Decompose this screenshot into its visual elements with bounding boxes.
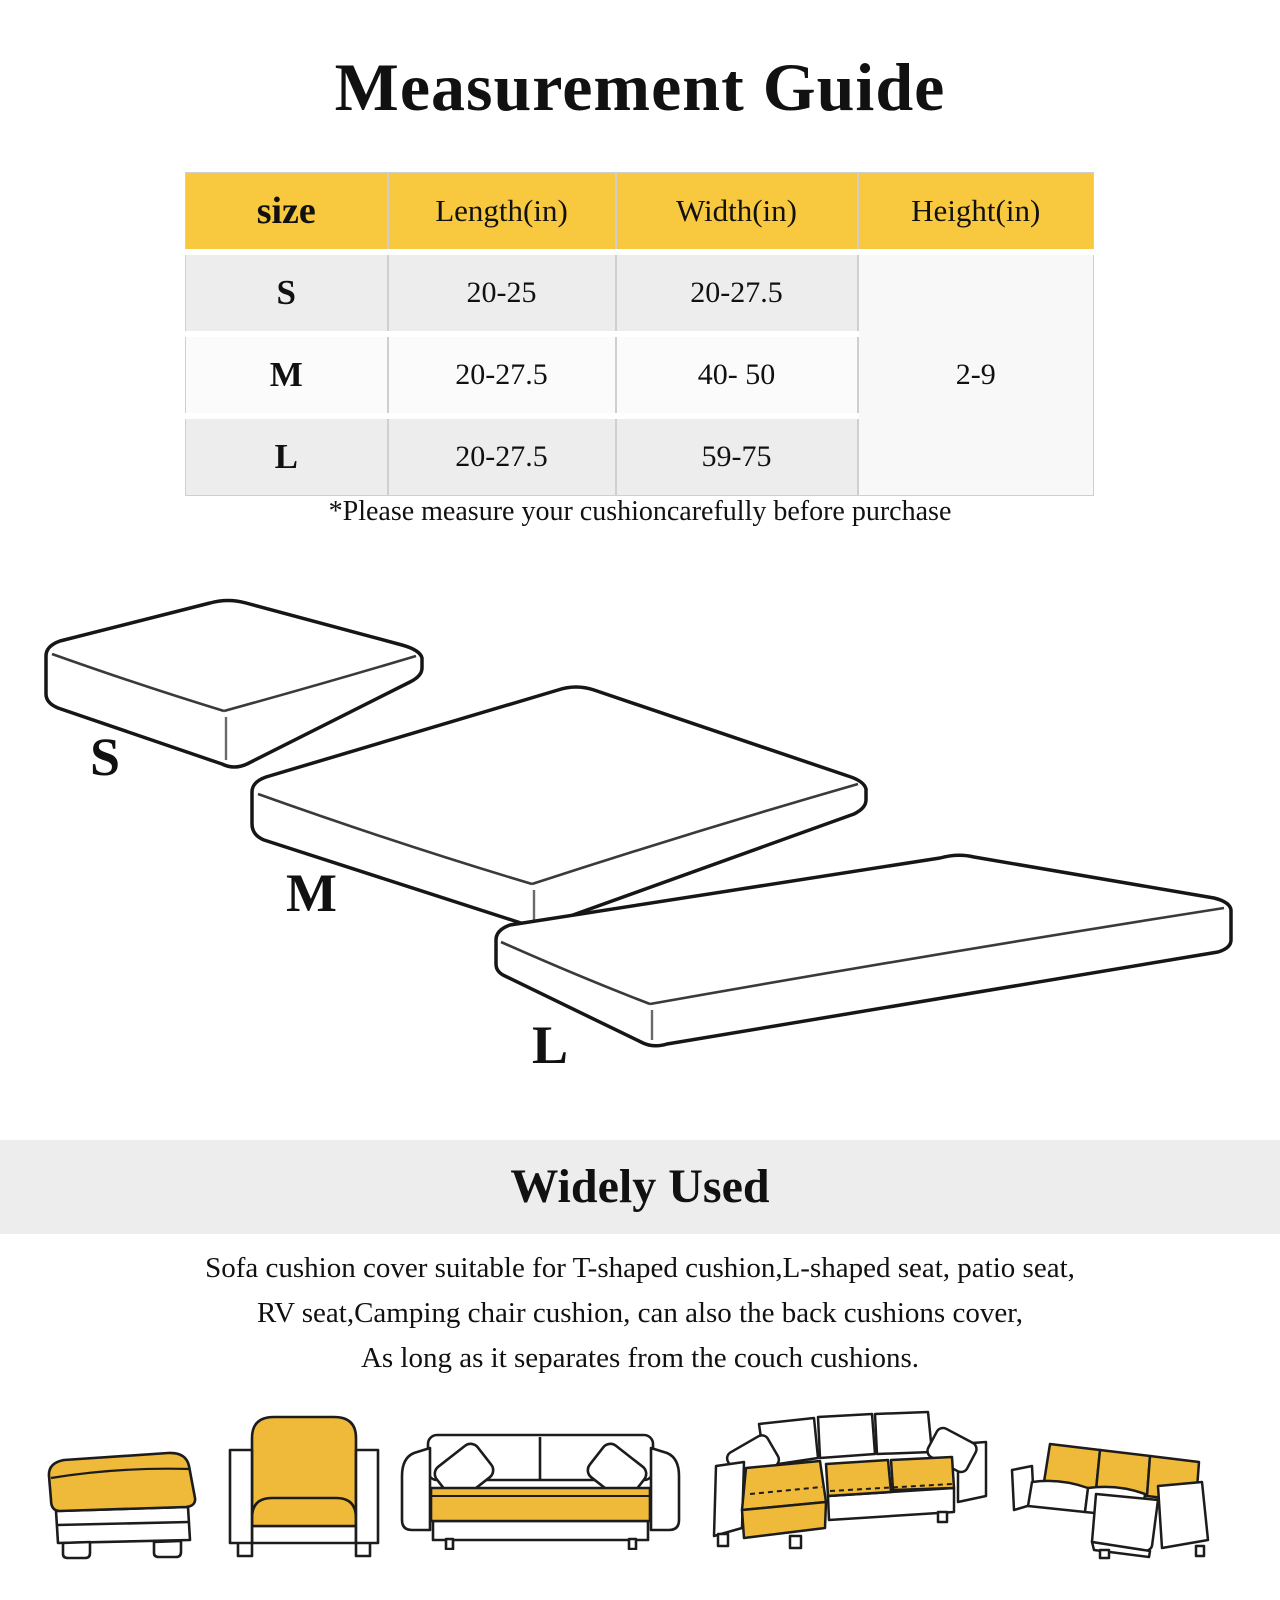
- usage-line: As long as it separates from the couch c…: [360, 1342, 920, 1374]
- page-title: Measurement Guide: [334, 49, 946, 125]
- cell-width-s: 20-27.5: [614, 249, 858, 334]
- table-row: S 20-25 20-27.5 2-9: [185, 249, 1094, 496]
- cushion-l-drawing: [494, 853, 1233, 1048]
- cushion-outline: [494, 853, 1233, 1048]
- widely-used-band: Widely Used: [0, 1140, 1280, 1234]
- cushion-s-label: S: [90, 727, 121, 787]
- cell-size-m: M: [185, 331, 388, 416]
- ottoman-icon: [47, 1451, 197, 1560]
- measure-note: *Please measure your cushioncarefully be…: [328, 496, 952, 527]
- cell-size-s: S: [185, 249, 388, 334]
- header-size: size: [185, 172, 388, 252]
- size-table: size Length(in) Width(in) Height(in) S 2…: [185, 172, 1094, 496]
- usage-line: Sofa cushion cover suitable for T-shaped…: [205, 1252, 1075, 1284]
- cushion-m-drawing: [250, 685, 868, 929]
- cushion-m-label: M: [286, 863, 337, 923]
- chaise-sofa-icon: [1010, 1442, 1210, 1560]
- table-row: L 20-27.5 59-75: [185, 413, 1094, 496]
- table-row: M 20-27.5 40- 50: [185, 331, 1094, 416]
- cell-length-l: 20-27.5: [386, 413, 616, 496]
- cell-width-m: 40- 50: [614, 331, 858, 416]
- sectional-sofa-icon: [712, 1410, 988, 1550]
- header-width: Width(in): [614, 172, 858, 252]
- cushion-s-drawing: [44, 598, 424, 769]
- sofa-icon: [400, 1433, 681, 1550]
- cell-length-m: 20-27.5: [386, 331, 616, 416]
- cell-width-l: 59-75: [614, 413, 858, 496]
- armchair-icon: [228, 1415, 380, 1558]
- cushion-l-label: L: [532, 1015, 569, 1075]
- cell-size-l: L: [185, 413, 388, 496]
- usage-paragraph: Sofa cushion cover suitable for T-shaped…: [0, 1246, 1280, 1381]
- header-length: Length(in): [386, 172, 616, 252]
- cell-height-all: 2-9: [856, 249, 1094, 496]
- header-height: Height(in): [856, 172, 1094, 252]
- table-header-row: size Length(in) Width(in) Height(in): [185, 172, 1094, 252]
- usage-line: RV seat,Camping chair cushion, can also …: [257, 1297, 1023, 1329]
- cushion-outline: [250, 685, 868, 929]
- cell-length-s: 20-25: [386, 249, 616, 334]
- cushion-outline: [44, 598, 424, 769]
- widely-used-title: Widely Used: [510, 1160, 770, 1213]
